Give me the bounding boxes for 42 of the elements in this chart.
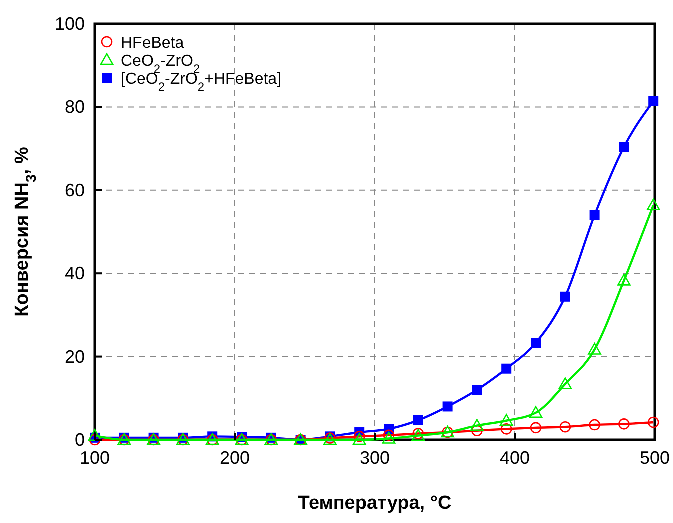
x-tick-label: 200 xyxy=(220,448,250,468)
x-axis-title: Температура, °C xyxy=(298,493,452,514)
point xyxy=(529,406,543,418)
point xyxy=(472,425,483,436)
point xyxy=(558,378,572,390)
y-tick-label: 60 xyxy=(64,180,85,200)
x-tick-label: 400 xyxy=(500,448,530,468)
point xyxy=(88,429,102,441)
point xyxy=(502,364,512,374)
point xyxy=(470,419,484,432)
legend-label: HFeBeta xyxy=(121,35,184,52)
point xyxy=(352,433,366,446)
y-tick-label: 40 xyxy=(64,264,85,284)
y-tick-label: 80 xyxy=(64,97,85,118)
point xyxy=(531,338,541,348)
x-tick-label: 500 xyxy=(640,448,670,468)
point xyxy=(618,418,630,430)
point xyxy=(648,416,660,428)
point xyxy=(89,434,101,446)
point xyxy=(646,198,660,211)
point xyxy=(500,424,512,435)
point xyxy=(648,96,659,106)
y-tick-label: 0 xyxy=(74,430,85,450)
point xyxy=(560,421,572,433)
point xyxy=(530,422,542,434)
y-tick-label: 100 xyxy=(54,14,85,34)
x-tick-label: 300 xyxy=(360,448,390,468)
point xyxy=(588,343,602,355)
y-tick-label: 20 xyxy=(64,346,85,367)
point xyxy=(500,414,514,426)
point xyxy=(590,210,600,220)
point xyxy=(589,419,600,431)
point xyxy=(560,292,570,302)
point xyxy=(618,274,631,286)
point xyxy=(354,431,366,442)
point xyxy=(442,402,453,412)
point xyxy=(413,415,424,426)
point xyxy=(382,432,396,444)
point xyxy=(383,430,395,442)
point xyxy=(619,142,630,152)
x-tick-label: 100 xyxy=(80,448,110,468)
point xyxy=(472,385,482,396)
